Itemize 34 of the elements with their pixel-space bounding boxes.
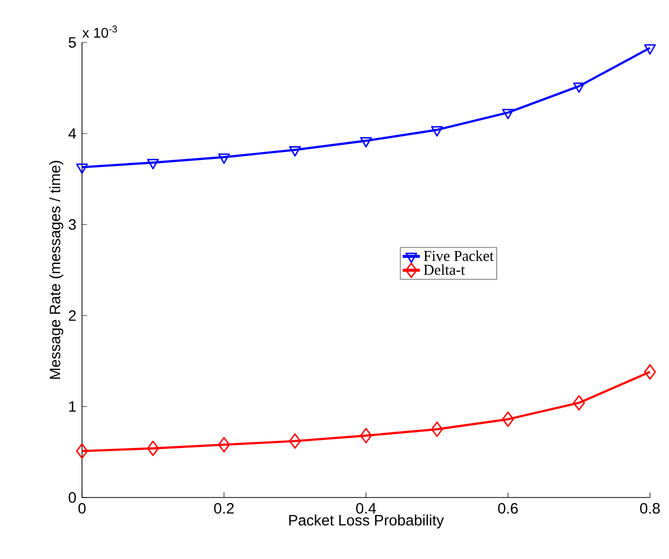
point <box>218 437 230 452</box>
y-tick-label: 0 <box>68 492 76 503</box>
x-axis-title: Packet Loss Probability <box>289 514 444 528</box>
point <box>147 158 159 170</box>
legend-label: Five Packet <box>424 250 494 261</box>
y-tick-label: 4 <box>68 128 76 139</box>
point <box>360 137 372 148</box>
x-tick-label: 0.6 <box>498 503 518 514</box>
point <box>644 44 656 55</box>
point <box>360 428 372 444</box>
x-tick-label: 0 <box>78 503 86 514</box>
point <box>573 395 585 411</box>
x-tick-label: 0.8 <box>640 503 660 514</box>
point <box>431 126 443 137</box>
point <box>76 443 88 459</box>
x-tick-label: 0.2 <box>214 503 234 514</box>
point <box>76 163 88 174</box>
point <box>289 433 301 449</box>
y-tick-label: 2 <box>68 310 76 321</box>
legend-label: Delta-t <box>424 264 465 275</box>
text: x 10$^{-3}$ <box>82 26 117 38</box>
point <box>431 422 443 437</box>
point <box>147 440 159 456</box>
point <box>289 146 301 157</box>
y-axis-title: Message Rate (messages / time) <box>49 160 64 379</box>
y-tick-label: 3 <box>68 219 76 230</box>
point <box>502 108 514 120</box>
point <box>218 153 230 164</box>
y-tick-label: 1 <box>69 401 76 412</box>
point <box>573 82 585 93</box>
x-tick-label: 0.4 <box>356 503 376 514</box>
point <box>644 364 656 380</box>
y-tick-label: 5 <box>68 37 76 48</box>
point <box>502 412 514 427</box>
